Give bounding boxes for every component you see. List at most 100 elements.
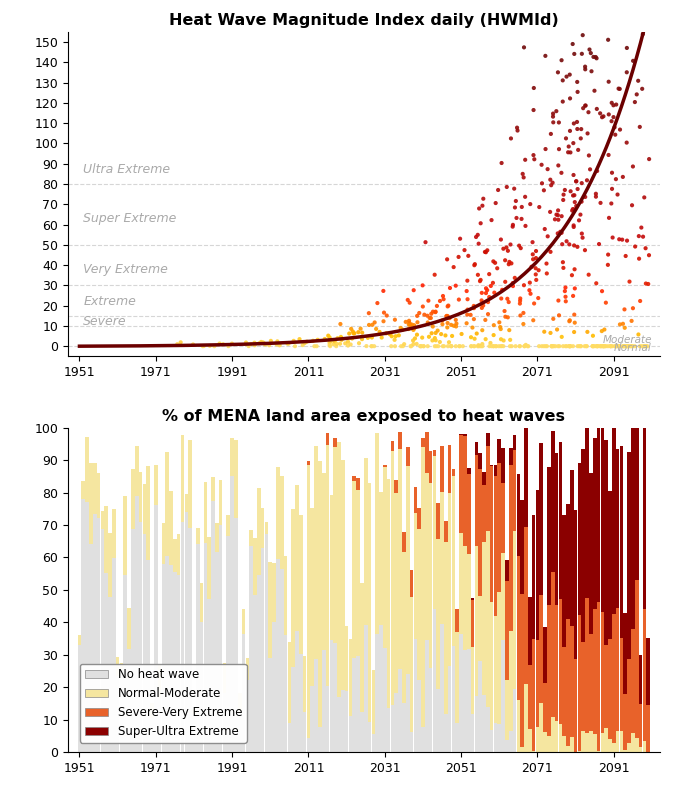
Bar bbox=[577, 751, 581, 752]
Bar bbox=[509, 465, 513, 631]
Point bbox=[641, 277, 651, 290]
Point bbox=[324, 336, 335, 349]
Point bbox=[288, 334, 299, 347]
Point bbox=[555, 226, 566, 238]
Bar bbox=[112, 558, 116, 752]
Bar bbox=[375, 634, 379, 752]
Bar bbox=[215, 552, 219, 752]
Point bbox=[405, 318, 415, 330]
Bar bbox=[162, 523, 165, 564]
Bar bbox=[608, 738, 612, 752]
Point bbox=[582, 326, 593, 338]
Point bbox=[539, 340, 549, 353]
Point bbox=[524, 276, 535, 289]
Bar bbox=[349, 716, 352, 752]
Point bbox=[469, 302, 479, 314]
Point bbox=[440, 329, 451, 342]
Bar bbox=[624, 613, 627, 694]
Point bbox=[422, 310, 433, 322]
Bar bbox=[612, 428, 615, 614]
Bar bbox=[597, 428, 600, 602]
Point bbox=[442, 317, 453, 330]
Point bbox=[537, 177, 547, 190]
Bar bbox=[421, 438, 425, 447]
Point bbox=[430, 334, 441, 346]
Point bbox=[599, 323, 610, 336]
Bar bbox=[364, 625, 367, 752]
Point bbox=[405, 319, 415, 332]
Point bbox=[602, 340, 613, 353]
Bar bbox=[250, 530, 253, 546]
Point bbox=[242, 338, 253, 350]
Point bbox=[478, 192, 489, 205]
Bar bbox=[184, 494, 188, 512]
Point bbox=[595, 197, 606, 210]
Bar bbox=[398, 669, 402, 752]
Point bbox=[386, 340, 396, 353]
Point bbox=[364, 318, 375, 331]
Point bbox=[640, 340, 651, 353]
Bar bbox=[116, 676, 120, 752]
Point bbox=[594, 340, 605, 353]
Point bbox=[362, 331, 373, 344]
Point bbox=[483, 268, 494, 281]
Point bbox=[582, 127, 593, 140]
Bar bbox=[467, 554, 471, 649]
Point bbox=[605, 340, 616, 353]
Point bbox=[622, 42, 632, 54]
Bar bbox=[394, 481, 398, 493]
Point bbox=[628, 54, 639, 67]
Bar bbox=[253, 595, 257, 752]
Point bbox=[462, 293, 473, 306]
Point bbox=[558, 74, 568, 86]
Bar bbox=[295, 485, 299, 630]
Bar bbox=[475, 455, 478, 546]
Point bbox=[560, 340, 571, 353]
Bar bbox=[280, 476, 284, 570]
Point bbox=[596, 111, 607, 124]
Point bbox=[469, 259, 480, 272]
Point bbox=[515, 309, 526, 322]
Point bbox=[546, 340, 557, 353]
Bar bbox=[379, 626, 383, 752]
Bar bbox=[345, 626, 348, 691]
Point bbox=[429, 332, 440, 345]
Bar bbox=[303, 712, 307, 752]
Point bbox=[565, 340, 576, 353]
Bar bbox=[532, 751, 535, 752]
Point bbox=[599, 340, 610, 353]
Bar bbox=[646, 706, 650, 752]
Point bbox=[462, 303, 473, 316]
Bar bbox=[101, 510, 104, 530]
Bar bbox=[97, 474, 101, 518]
Point bbox=[599, 340, 610, 353]
Bar bbox=[475, 546, 478, 695]
Point bbox=[509, 271, 520, 284]
Point bbox=[495, 321, 506, 334]
Bar bbox=[341, 690, 345, 752]
Bar bbox=[203, 543, 207, 752]
Point bbox=[577, 227, 588, 240]
Bar bbox=[291, 509, 295, 667]
Point bbox=[462, 274, 473, 287]
Bar bbox=[265, 522, 269, 534]
Point bbox=[534, 201, 545, 214]
Bar bbox=[352, 658, 356, 752]
Bar bbox=[543, 683, 547, 732]
Bar bbox=[120, 669, 123, 752]
Bar bbox=[318, 462, 322, 726]
Point bbox=[592, 340, 602, 353]
Bar bbox=[349, 638, 352, 716]
Bar bbox=[558, 724, 562, 752]
Bar bbox=[513, 435, 516, 450]
Point bbox=[478, 299, 489, 312]
Point bbox=[516, 201, 527, 214]
Point bbox=[639, 340, 649, 353]
Point bbox=[456, 327, 467, 340]
Point bbox=[307, 334, 318, 347]
Bar bbox=[498, 439, 501, 463]
Point bbox=[568, 290, 579, 302]
Point bbox=[527, 248, 538, 261]
Bar bbox=[501, 447, 505, 483]
Point bbox=[507, 277, 518, 290]
